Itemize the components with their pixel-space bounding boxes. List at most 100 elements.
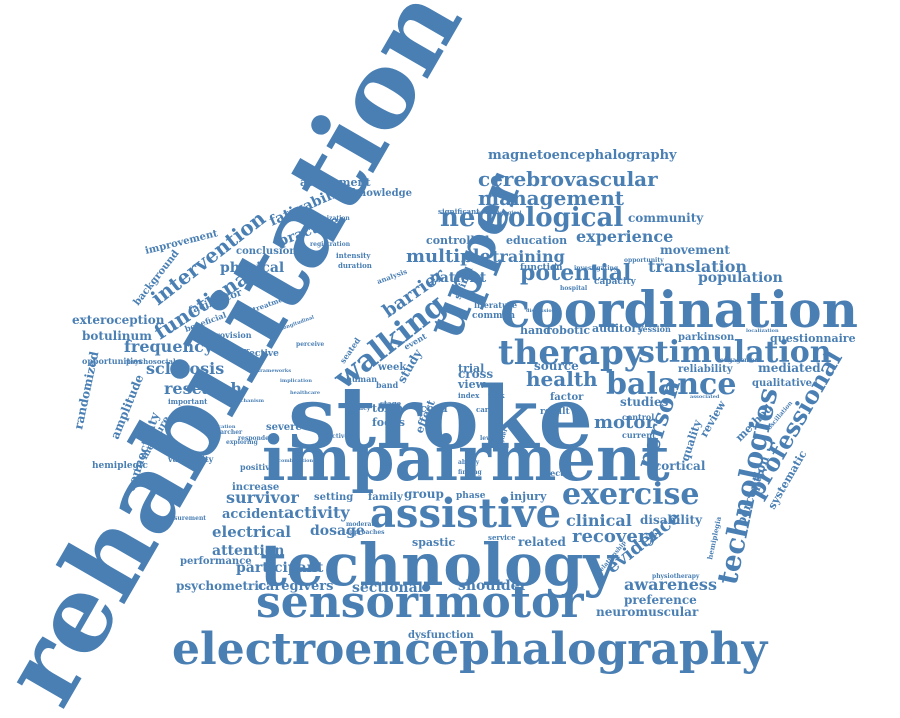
word-index: index [458, 391, 480, 400]
word-hand: hand [520, 324, 551, 337]
word-health: health [526, 367, 598, 391]
word-spastic: spastic [412, 536, 455, 549]
word-methodological: methodological [478, 210, 521, 216]
word-approaches: approaches [346, 529, 385, 536]
word-assistive: assistive [370, 490, 561, 537]
word-perceive: perceive [296, 341, 324, 348]
word-stage: stage [380, 399, 402, 408]
word-latency: latency [346, 405, 371, 412]
word-analysis: analysis [376, 267, 409, 286]
word-frequency: frequency [124, 337, 214, 356]
word-measurement: measurement [160, 515, 206, 522]
word-conclusion: conclusion [236, 246, 297, 257]
word-qualitative: qualitative [752, 378, 812, 389]
word-capacity: capacity [594, 277, 636, 287]
word-stroke: stroke [288, 368, 593, 469]
word-current: current [622, 430, 656, 440]
word-investigating: investigating [574, 265, 619, 272]
word-translation: translation [648, 257, 747, 276]
word-session: session [638, 324, 671, 334]
word-disability: disability [640, 513, 703, 527]
word-studies: studies [620, 395, 669, 409]
word-ability: ability [458, 459, 480, 466]
word-focus: focus [372, 416, 405, 429]
word-parkinson: parkinson [678, 332, 735, 343]
word-research: research [164, 379, 242, 398]
word-associated: associated [690, 394, 720, 400]
word-randomized: randomized [71, 350, 101, 431]
word-healthcare: healthcare [290, 390, 320, 396]
word-potential: potential [520, 260, 631, 286]
word-botulinum: botulinum [82, 329, 152, 343]
word-result: result [540, 407, 570, 417]
word-impairment: impairment [262, 422, 670, 495]
word-application: application [204, 424, 236, 430]
word-intensity: intensity [336, 251, 371, 260]
word-education: education [506, 234, 567, 247]
word-psychosocial: psychosocial [126, 357, 176, 366]
word-awareness: awareness [624, 575, 717, 594]
word-setting: setting [314, 492, 353, 503]
word-preference: preference [624, 593, 697, 607]
word-phase: phase [456, 491, 486, 501]
word-significant: significant [438, 207, 480, 216]
word-positive: positive [240, 462, 275, 472]
word-duration: duration [338, 261, 372, 270]
word-neuromuscular: neuromuscular [596, 605, 699, 619]
word-related: related [518, 535, 566, 549]
word-effective: effective [236, 349, 279, 359]
word-community: community [628, 211, 704, 225]
word-finding: finding [458, 469, 483, 476]
word-week: week [377, 362, 407, 373]
word-registration: registration [310, 241, 351, 248]
word-dysfunction: dysfunction [408, 630, 474, 641]
word-electroencephalography: electroencephalography [172, 624, 769, 675]
word-mechanism: mechanism [232, 398, 265, 404]
word-service: service [488, 533, 516, 542]
word-respondent: respondent [238, 435, 276, 442]
word-sensorimotor: sensorimotor [256, 577, 584, 628]
word-increase: increase [232, 482, 279, 493]
word-severe: severe [266, 422, 302, 433]
word-frameworks: frameworks [258, 368, 291, 374]
word-attention: attention [212, 543, 284, 559]
word-psychometric: psychometric [176, 579, 266, 593]
word-family: family [368, 492, 404, 503]
word-patient: patient [430, 270, 487, 286]
word-technology: technology [260, 531, 619, 599]
word-sectional: sectional [352, 580, 423, 596]
word-balance: balance [606, 367, 736, 402]
word-electrical: electrical [212, 523, 291, 541]
word-cord: cord [420, 402, 448, 415]
word-view: view [457, 378, 486, 391]
word-trial: trial [458, 362, 484, 375]
word-dosage: dosage [310, 523, 365, 539]
word-moderate: moderate [346, 521, 378, 528]
word-discussion: discussion [526, 308, 556, 314]
word-toxin: toxin [372, 402, 403, 415]
word-clinical: clinical [566, 511, 632, 530]
word-group: group [404, 487, 444, 501]
word-function: function [520, 263, 563, 273]
word-control: control [622, 412, 654, 422]
word-band: band [376, 380, 399, 390]
word-exteroception: exteroception [72, 313, 165, 327]
word-participant: participant [236, 560, 324, 576]
word-care: care [476, 405, 493, 414]
word-coordination: coordination [500, 280, 858, 339]
word-objective: objective [318, 433, 348, 440]
word-robotic: robotic [546, 324, 590, 337]
word-exploring: exploring [226, 439, 259, 446]
word-opportunity: opportunity [624, 257, 664, 264]
word-task: task [488, 391, 505, 400]
word-implication: implication [280, 378, 312, 384]
word-exercise: exercise [562, 477, 700, 512]
word-quality: quality [678, 418, 704, 463]
word-activity: activity [284, 503, 350, 522]
word-cerebrovascular: cerebrovascular [478, 167, 658, 191]
word-level: level [480, 435, 496, 442]
word-sclerosis: sclerosis [146, 359, 224, 378]
word-provision: provision [210, 330, 252, 340]
word-survivor: survivor [226, 488, 299, 507]
